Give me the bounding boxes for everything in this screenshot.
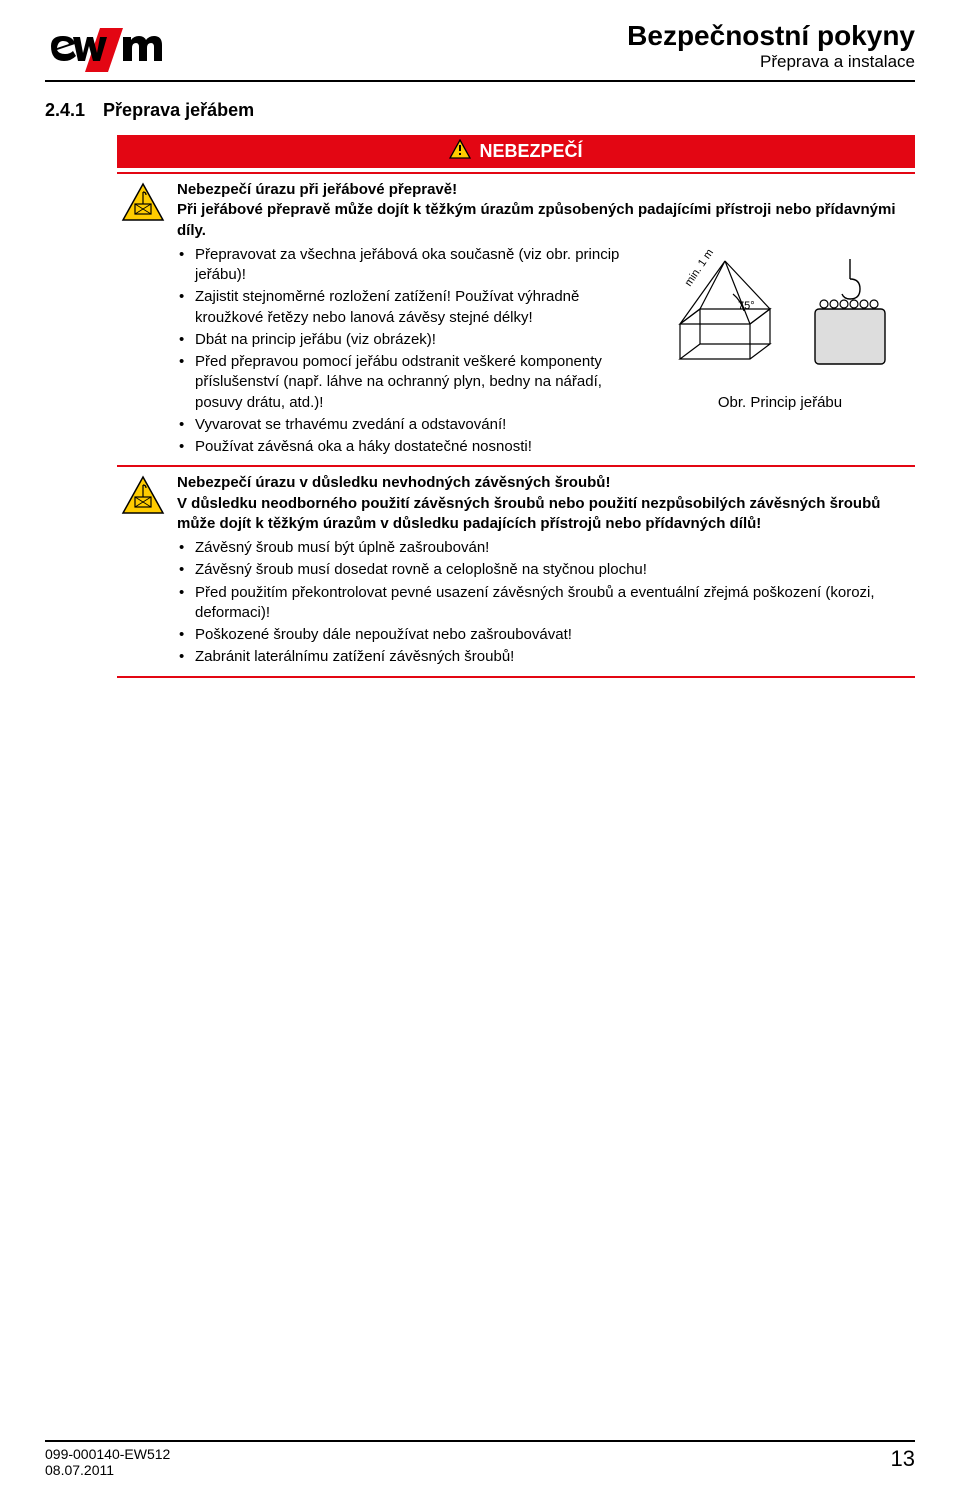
danger2-lead: V důsledku neodborného použití závěsných… — [177, 494, 905, 535]
danger2-bullet: Zabránit laterálnímu zatížení závěsných … — [177, 647, 905, 667]
warning-triangle-icon — [449, 139, 471, 164]
danger1-bullet: Používat závěsná oka a háky dostatečné n… — [177, 437, 641, 457]
danger2-bullet-list: Závěsný šroub musí být úplně zašroubován… — [177, 538, 905, 668]
figure-caption: Obr. Princip jeřábu — [655, 393, 905, 413]
footer-date: 08.07.2011 — [45, 1462, 170, 1478]
page-footer: 099-000140-EW512 08.07.2011 13 — [45, 1440, 915, 1478]
section-number: 2.4.1 — [45, 100, 85, 120]
danger-block-bolts: Nebezpečí úrazu v důsledku nevhodných zá… — [117, 465, 915, 677]
crane-principle-figure: min. 1 m 75° Obr. Princip jeřábu — [655, 245, 905, 460]
section-title: Přeprava jeřábem — [103, 100, 254, 120]
danger2-bullet: Závěsný šroub musí dosedat rovně a celop… — [177, 560, 905, 580]
danger-band: NEBEZPEČÍ — [117, 135, 915, 168]
page-header: Bezpečnostní pokyny Přeprava a instalace — [45, 20, 915, 82]
danger1-bullet-list: Přepravovat za všechna jeřábová oka souč… — [177, 245, 641, 458]
danger1-bullet: Dbát na princip jeřábu (viz obrázek)! — [177, 330, 641, 350]
danger-container: NEBEZPEČÍ Nebezpečí úrazu při jeřábové p… — [117, 135, 915, 678]
danger2-title: Nebezpečí úrazu v důsledku nevhodných zá… — [177, 473, 905, 493]
header-main-title: Bezpečnostní pokyny — [627, 20, 915, 52]
danger1-bullets-col: Přepravovat za všechna jeřábová oka souč… — [177, 245, 641, 460]
danger-block-crane: Nebezpečí úrazu při jeřábové přepravě! P… — [117, 172, 915, 465]
page-number: 13 — [891, 1446, 915, 1472]
danger1-title: Nebezpečí úrazu při jeřábové přepravě! — [177, 180, 905, 200]
danger1-bullet: Vyvarovat se trhavému zvedání a odstavov… — [177, 415, 641, 435]
danger1-bullet: Před přepravou pomocí jeřábu odstranit v… — [177, 352, 641, 413]
crane-hazard-icon — [121, 182, 165, 228]
crane-hazard-icon — [121, 475, 165, 521]
fig-label-min: min. 1 m — [683, 249, 717, 289]
footer-left: 099-000140-EW512 08.07.2011 — [45, 1446, 170, 1478]
ewm-logo — [45, 20, 175, 74]
header-titles: Bezpečnostní pokyny Přeprava a instalace — [627, 20, 915, 72]
danger1-lead: Při jeřábové přepravě může dojít k těžký… — [177, 200, 905, 241]
footer-code: 099-000140-EW512 — [45, 1446, 170, 1462]
danger-label: NEBEZPEČÍ — [479, 141, 582, 162]
danger1-bullet: Zajistit stejnoměrné rozložení zatížení!… — [177, 287, 641, 328]
danger2-bullet: Poškozené šrouby dále nepoužívat nebo za… — [177, 625, 905, 645]
section-heading: 2.4.1 Přeprava jeřábem — [45, 100, 915, 121]
danger2-bullet: Závěsný šroub musí být úplně zašroubován… — [177, 538, 905, 558]
fig-label-angle: 75° — [738, 300, 755, 312]
header-sub-title: Přeprava a instalace — [627, 52, 915, 72]
danger1-bullet: Přepravovat za všechna jeřábová oka souč… — [177, 245, 641, 286]
danger2-bullet: Před použitím překontrolovat pevné usaze… — [177, 583, 905, 624]
